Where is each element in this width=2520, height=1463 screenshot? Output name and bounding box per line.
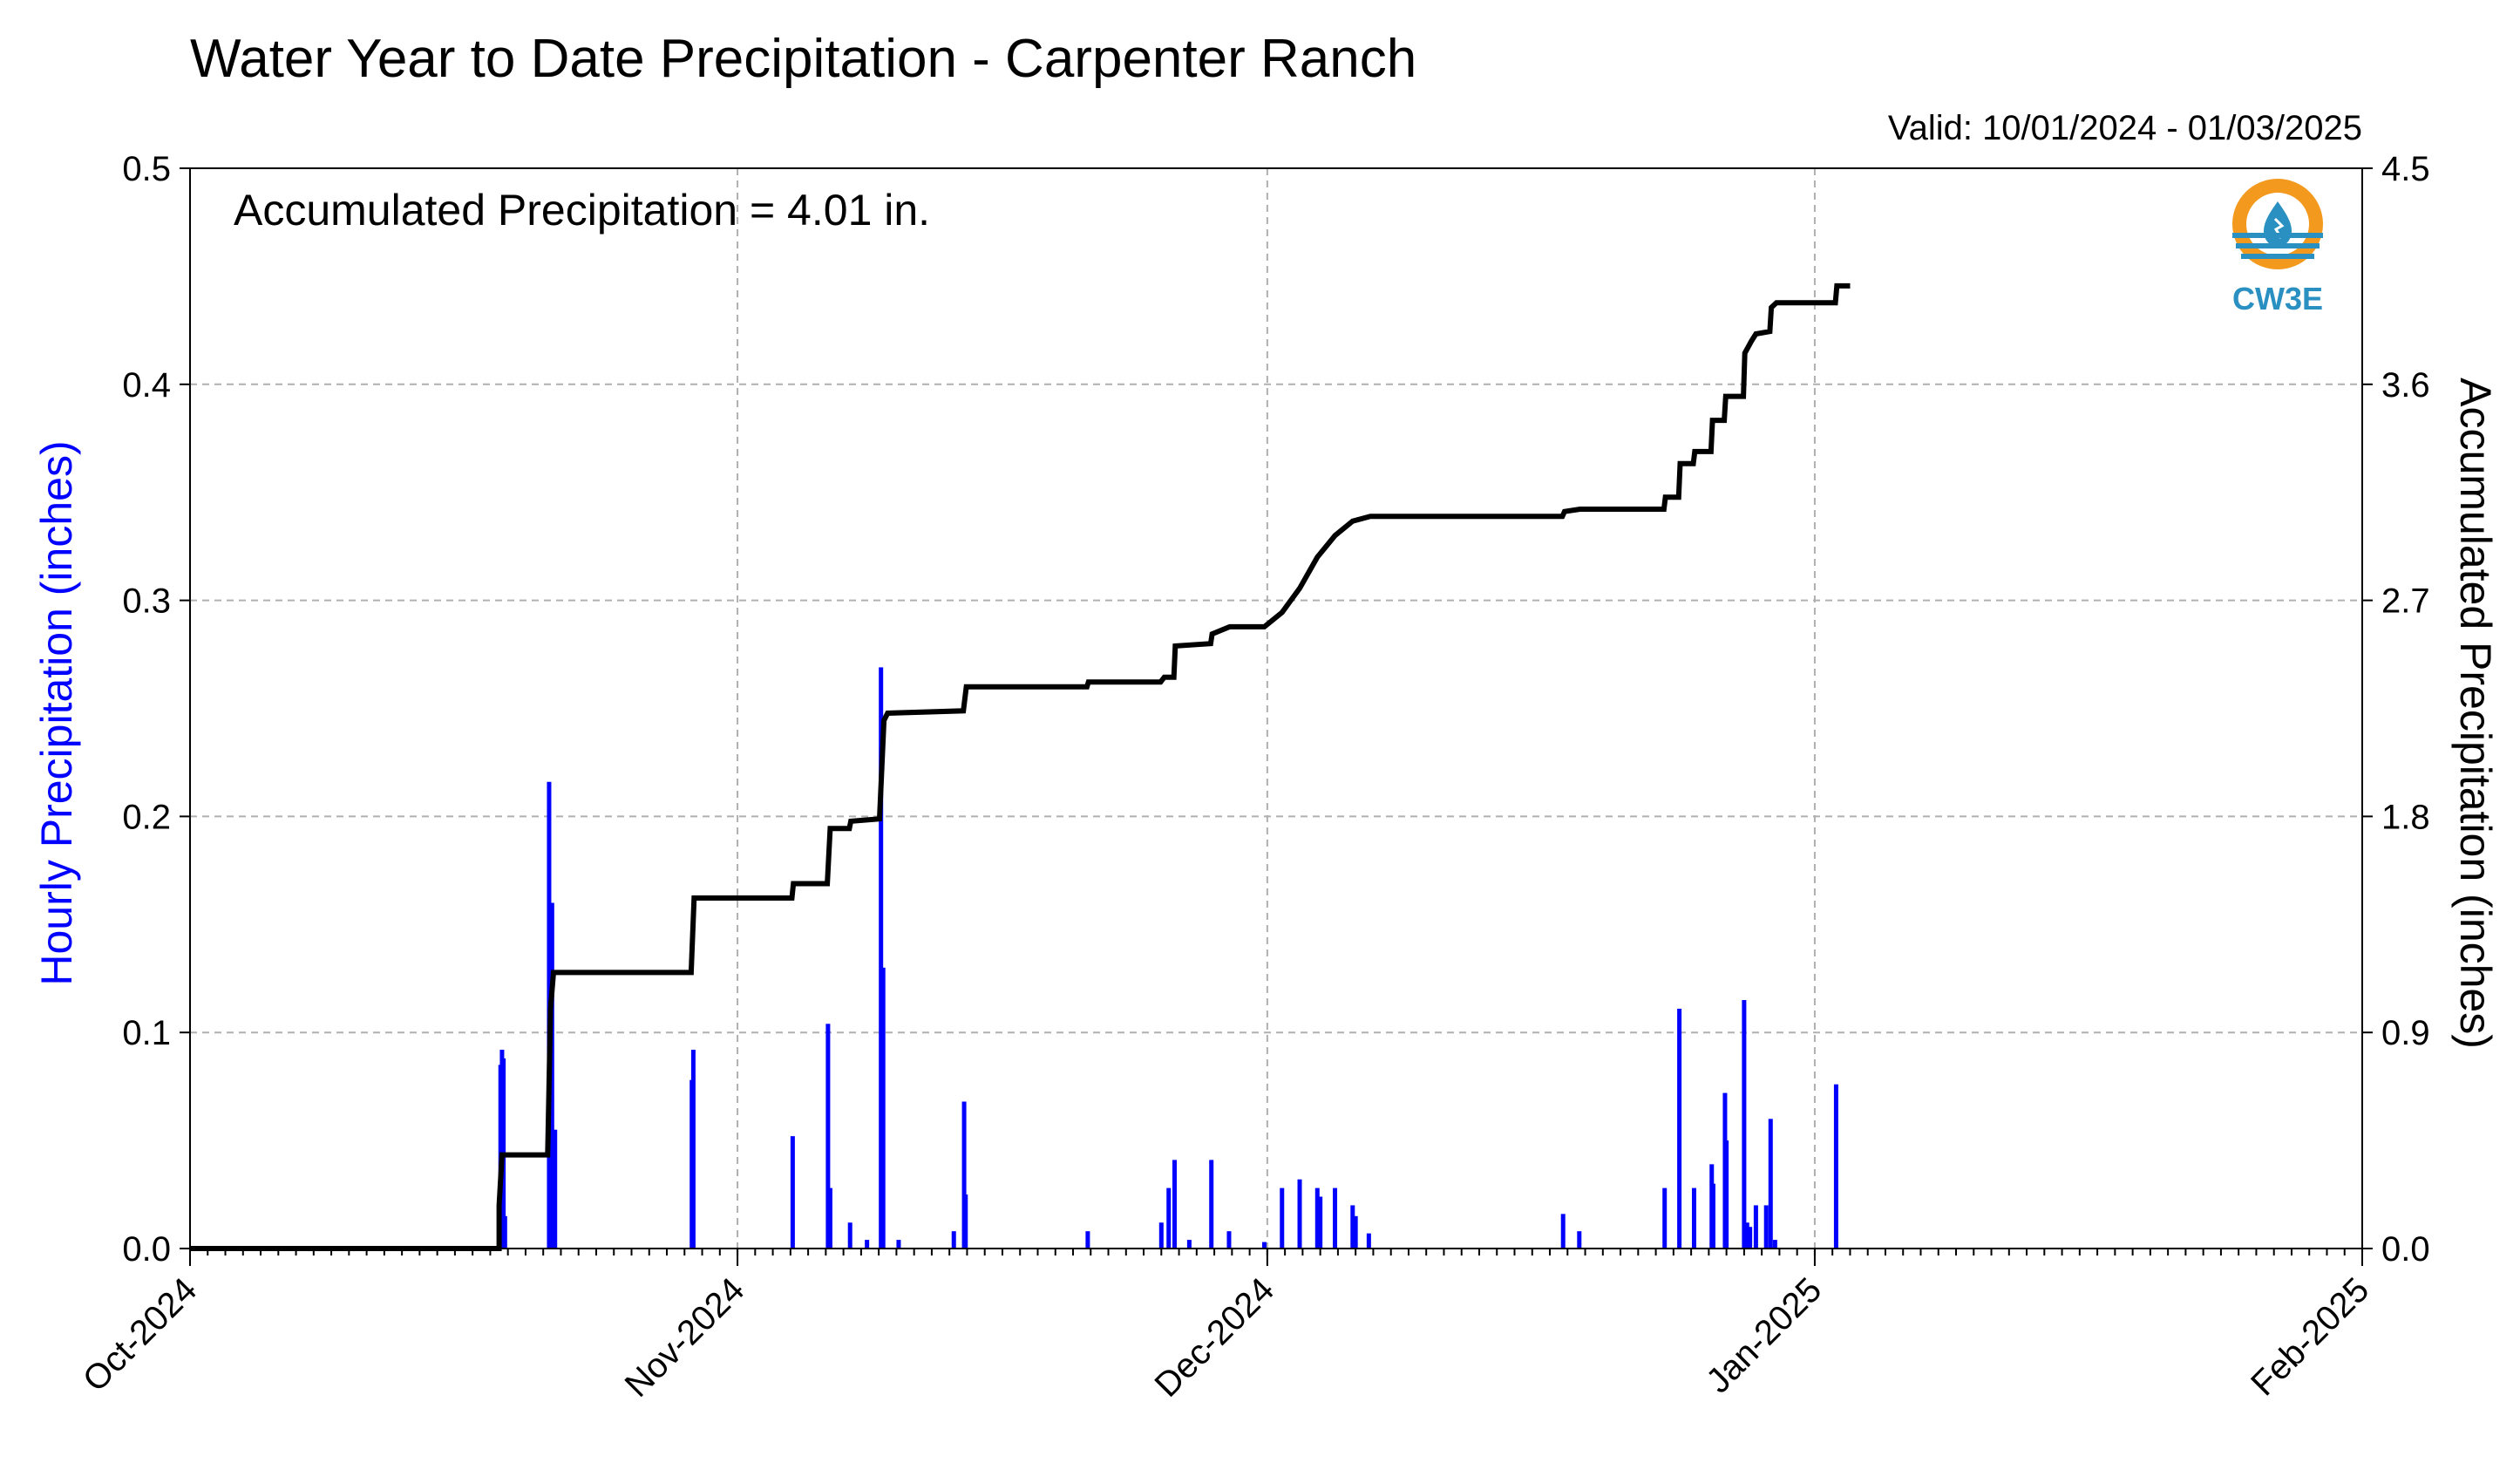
hourly-bar xyxy=(1314,1187,1320,1249)
hourly-bar xyxy=(1226,1231,1232,1249)
hourly-bar xyxy=(1753,1205,1758,1249)
left-tick-label: 0.3 xyxy=(122,582,171,621)
right-tick-label: 4.5 xyxy=(2381,150,2430,188)
hourly-bar xyxy=(1833,1084,1838,1249)
hourly-bar xyxy=(1318,1196,1323,1249)
left-tick-label: 0.0 xyxy=(122,1230,171,1269)
logo-wave-1 xyxy=(2232,233,2323,238)
hourly-bar xyxy=(825,1024,831,1249)
hourly-bar xyxy=(827,1187,832,1249)
right-tick-label: 2.7 xyxy=(2381,582,2430,621)
hourly-bar xyxy=(1691,1187,1696,1249)
valid-date-range: Valid: 10/01/2024 - 01/03/2025 xyxy=(1888,109,2362,147)
x-tick-label: Oct-2024 xyxy=(76,1270,204,1398)
accumulated-precipitation-line xyxy=(190,282,1851,1251)
hourly-bar xyxy=(1261,1242,1267,1249)
hourly-bar xyxy=(1209,1160,1214,1249)
axes: 0.0 0.1 0.2 0.3 0.4 0.5 0.0 0.9 1.8 2.7 3.6 4.5 Oct-… xyxy=(76,150,2430,1405)
hourly-bars xyxy=(497,667,1838,1249)
left-tick-label: 0.1 xyxy=(122,1014,171,1052)
cw3e-logo: CW3E xyxy=(2232,179,2323,316)
hourly-bar xyxy=(1710,1183,1715,1249)
hourly-bar xyxy=(1748,1227,1753,1249)
hourly-bar xyxy=(790,1136,795,1249)
hourly-bar xyxy=(1768,1119,1773,1249)
hourly-bar xyxy=(1742,1000,1747,1249)
left-tick-label: 0.4 xyxy=(122,366,171,405)
right-tick-label: 1.8 xyxy=(2381,798,2430,836)
hourly-bar xyxy=(896,1240,901,1249)
logo-wave-2 xyxy=(2236,243,2320,248)
hourly-bar xyxy=(1744,1222,1749,1249)
hourly-bar xyxy=(879,667,884,1249)
hourly-bar xyxy=(690,1050,696,1249)
hourly-bar xyxy=(1172,1160,1178,1249)
hourly-bar xyxy=(1763,1205,1769,1249)
hourly-bar xyxy=(1560,1214,1566,1249)
right-axis-label: Accumulated Precipitation (inches) xyxy=(2451,378,2500,1049)
left-tick-label: 0.2 xyxy=(122,798,171,836)
hourly-bar xyxy=(847,1222,852,1249)
hourly-bar xyxy=(553,1129,558,1249)
right-tick-label: 3.6 xyxy=(2381,366,2430,405)
x-tick-label: Feb-2025 xyxy=(2244,1270,2376,1403)
hourly-bar xyxy=(1577,1231,1582,1249)
logo-text: CW3E xyxy=(2232,281,2323,316)
hourly-bar xyxy=(549,902,554,1249)
x-tick-label: Nov-2024 xyxy=(618,1270,752,1405)
plot-frame xyxy=(189,167,2363,1249)
logo-wave-3 xyxy=(2241,254,2314,259)
hourly-bar xyxy=(1662,1187,1668,1249)
x-tick-label: Jan-2025 xyxy=(1699,1270,1829,1400)
x-tick-label: Dec-2024 xyxy=(1147,1270,1281,1405)
left-axis-label: Hourly Precipitation (inches) xyxy=(32,440,81,985)
hourly-bar xyxy=(865,1240,870,1249)
hourly-bar xyxy=(1366,1233,1371,1249)
right-tick-label: 0.9 xyxy=(2381,1014,2430,1052)
grid-lines xyxy=(190,168,2362,1249)
chart-title: Water Year to Date Precipitation - Carpe… xyxy=(190,29,1416,89)
hourly-bar xyxy=(1280,1187,1285,1249)
hourly-bar xyxy=(1085,1231,1090,1249)
hourly-bar xyxy=(1333,1187,1338,1249)
right-tick-label: 0.0 xyxy=(2381,1230,2430,1269)
hourly-bar xyxy=(880,967,886,1249)
hourly-bar xyxy=(1724,1140,1729,1249)
hourly-bar xyxy=(1297,1179,1302,1249)
left-tick-label: 0.5 xyxy=(122,150,171,188)
hourly-bar xyxy=(1166,1187,1172,1249)
hourly-bar xyxy=(1158,1222,1164,1249)
hourly-bar xyxy=(963,1194,968,1249)
hourly-bar xyxy=(1353,1215,1358,1249)
hourly-bar xyxy=(951,1231,956,1249)
hourly-bar xyxy=(1677,1008,1682,1249)
hourly-bar xyxy=(1186,1240,1192,1249)
hourly-bar xyxy=(1772,1240,1777,1249)
hourly-bar xyxy=(1350,1205,1355,1249)
accumulated-annotation: Accumulated Precipitation = 4.01 in. xyxy=(234,186,930,235)
hourly-bar xyxy=(502,1215,507,1249)
hourly-bar xyxy=(961,1101,967,1249)
